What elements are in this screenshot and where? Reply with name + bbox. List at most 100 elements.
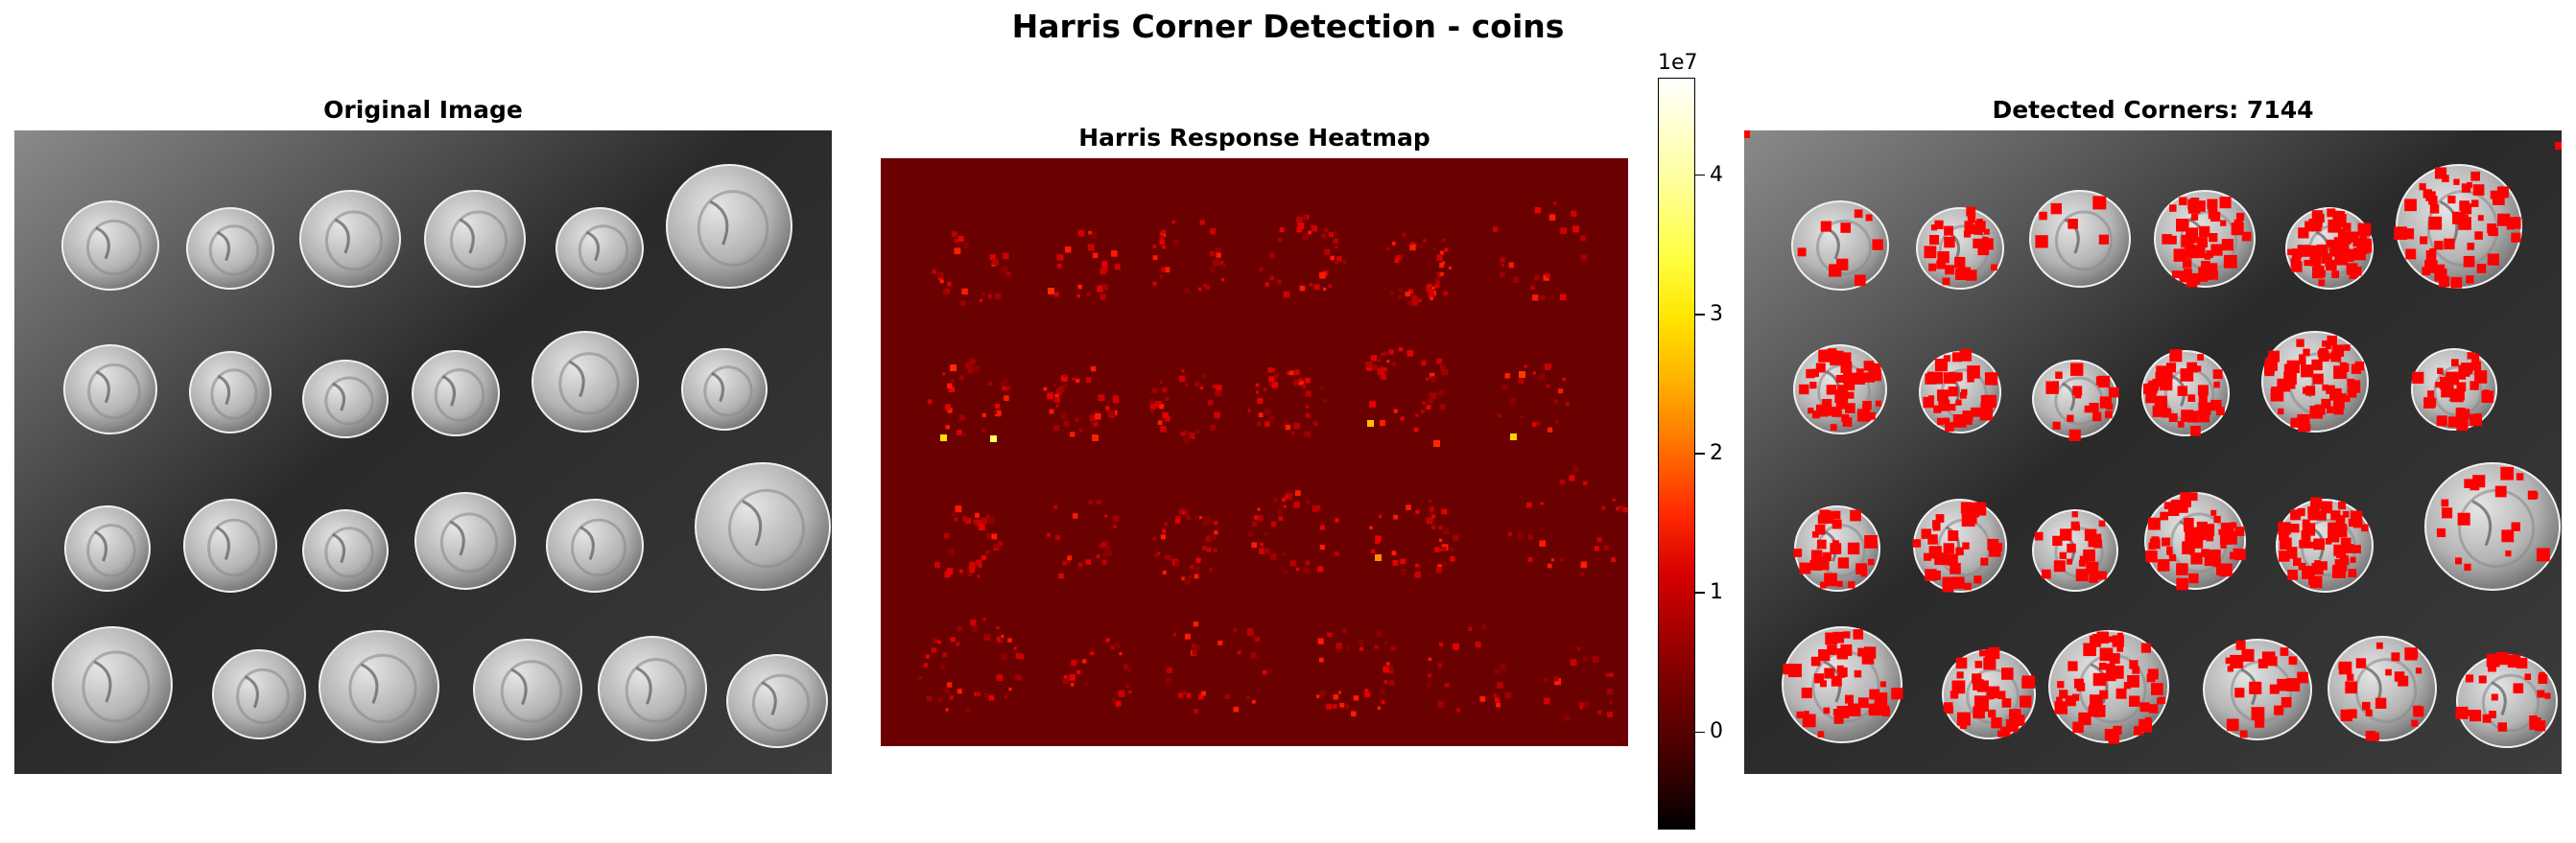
corner-marker	[2348, 709, 2357, 718]
corner-marker	[2375, 642, 2383, 649]
heatmap-response-cell	[1174, 560, 1180, 566]
heatmap-response-cell	[1105, 638, 1110, 643]
heatmap-response-cell	[1358, 639, 1364, 645]
heatmap-response-cell	[1279, 227, 1285, 233]
corner-marker	[2463, 255, 2475, 268]
corner-marker	[2227, 666, 2233, 672]
heatmap-response-cell	[1415, 413, 1419, 417]
corner-marker	[2197, 237, 2208, 247]
corner-marker	[2277, 678, 2289, 691]
heatmap-response-cell	[984, 550, 989, 554]
heatmap-response-cell	[1380, 689, 1385, 694]
corner-marker	[2338, 393, 2347, 401]
corner-marker	[2157, 559, 2170, 572]
corner-marker	[1936, 260, 1946, 269]
corner-marker	[2442, 507, 2453, 519]
corner-marker	[2491, 693, 2498, 701]
heatmap-response-cell	[1220, 278, 1225, 282]
heatmap-response-cell	[1532, 294, 1539, 301]
heatmap-response-cell	[962, 516, 968, 522]
corner-marker	[2485, 394, 2493, 402]
corner-marker	[2056, 696, 2063, 704]
heatmap-response-cell	[1254, 636, 1261, 643]
corner-marker	[2221, 239, 2233, 251]
corner-marker	[1961, 513, 1975, 527]
heatmap-response-cell	[1065, 246, 1072, 253]
original-image-title: Original Image	[323, 96, 523, 124]
heatmap-response-cell	[1546, 384, 1550, 388]
corner-marker	[2167, 235, 2177, 245]
corner-marker	[1875, 400, 1881, 407]
corner-marker	[2467, 243, 2475, 250]
heatmap-response-cell	[1185, 383, 1189, 386]
corner-marker	[2134, 726, 2143, 736]
orig-coin-r4-c3	[319, 630, 439, 743]
heatmap-response-cell	[1534, 274, 1540, 281]
corner-marker	[1952, 352, 1962, 363]
heatmap-response-cell	[1532, 371, 1536, 375]
corner-marker	[2219, 197, 2232, 209]
heatmap-response-cell	[1289, 560, 1296, 567]
corner-marker	[2095, 700, 2103, 708]
heatmap-response-cell	[1055, 404, 1059, 408]
corner-marker	[1934, 220, 1944, 229]
heatmap-response-cell	[1315, 694, 1320, 698]
heatmap-response-cell	[931, 647, 937, 653]
heatmap-response-cell	[1159, 274, 1164, 279]
corner-marker	[2076, 683, 2086, 691]
heatmap-response-cell	[937, 640, 941, 644]
heatmap-response-cell	[1004, 395, 1009, 401]
corner-marker	[2500, 466, 2514, 480]
corner-marker	[1810, 550, 1823, 561]
heatmap-response-cell	[1592, 656, 1599, 663]
heatmap-response-cell	[1005, 271, 1011, 277]
corner-marker	[2391, 652, 2400, 662]
heatmap-response-cell	[1184, 633, 1191, 640]
heatmap-response-cell	[984, 692, 990, 698]
heatmap-response-cell	[1437, 663, 1442, 667]
heatmap-response-cell	[1455, 708, 1461, 713]
heatmap-response-cell	[1336, 256, 1342, 262]
corner-marker	[1832, 519, 1842, 529]
corner-marker	[2419, 183, 2426, 191]
corner-marker	[2309, 406, 2324, 419]
corner-marker	[2434, 241, 2444, 250]
heatmap-response-cell	[1210, 228, 1217, 235]
heatmap-response-cell	[1077, 284, 1082, 290]
corner-marker	[1796, 711, 1804, 719]
corner-marker	[2098, 234, 2109, 245]
corner-marker	[2466, 275, 2474, 284]
heatmap-response-cell	[1380, 511, 1383, 515]
corner-marker	[2529, 722, 2538, 730]
heatmap-response-cell	[1105, 406, 1110, 410]
heatmap-response-cell	[1181, 510, 1186, 515]
heatmap-response-cell	[1078, 428, 1083, 433]
corner-marker	[2055, 371, 2063, 379]
heatmap-response-cell	[1085, 377, 1092, 383]
corner-marker	[2405, 248, 2417, 260]
corner-marker	[2478, 675, 2487, 684]
corner-marker	[2071, 693, 2080, 701]
heatmap-response-cell	[1340, 703, 1348, 711]
heatmap-response-cell	[1159, 239, 1165, 246]
corner-marker	[2233, 549, 2246, 561]
heatmap-response-cell	[976, 520, 982, 527]
corner-marker	[2447, 196, 2456, 204]
heatmap-response-cell	[1094, 410, 1100, 416]
corner-marker	[1841, 413, 1850, 422]
corner-marker	[2297, 245, 2310, 257]
heatmap-response-cell	[918, 675, 922, 679]
corner-marker	[1942, 580, 1954, 593]
heatmap-hotspot	[1367, 420, 1374, 427]
corner-marker	[2198, 394, 2208, 404]
heatmap-response-cell	[957, 430, 962, 435]
heatmap-response-cell	[1296, 216, 1303, 223]
corner-marker	[2332, 564, 2346, 578]
heatmap-response-cell	[1508, 262, 1514, 268]
heatmap-response-cell	[972, 625, 980, 632]
heatmap-response-cell	[1269, 553, 1277, 560]
corner-marker	[2464, 563, 2471, 572]
heatmap-response-cell	[986, 518, 994, 525]
corner-marker	[2343, 395, 2351, 403]
corner-marker	[2000, 726, 2011, 737]
